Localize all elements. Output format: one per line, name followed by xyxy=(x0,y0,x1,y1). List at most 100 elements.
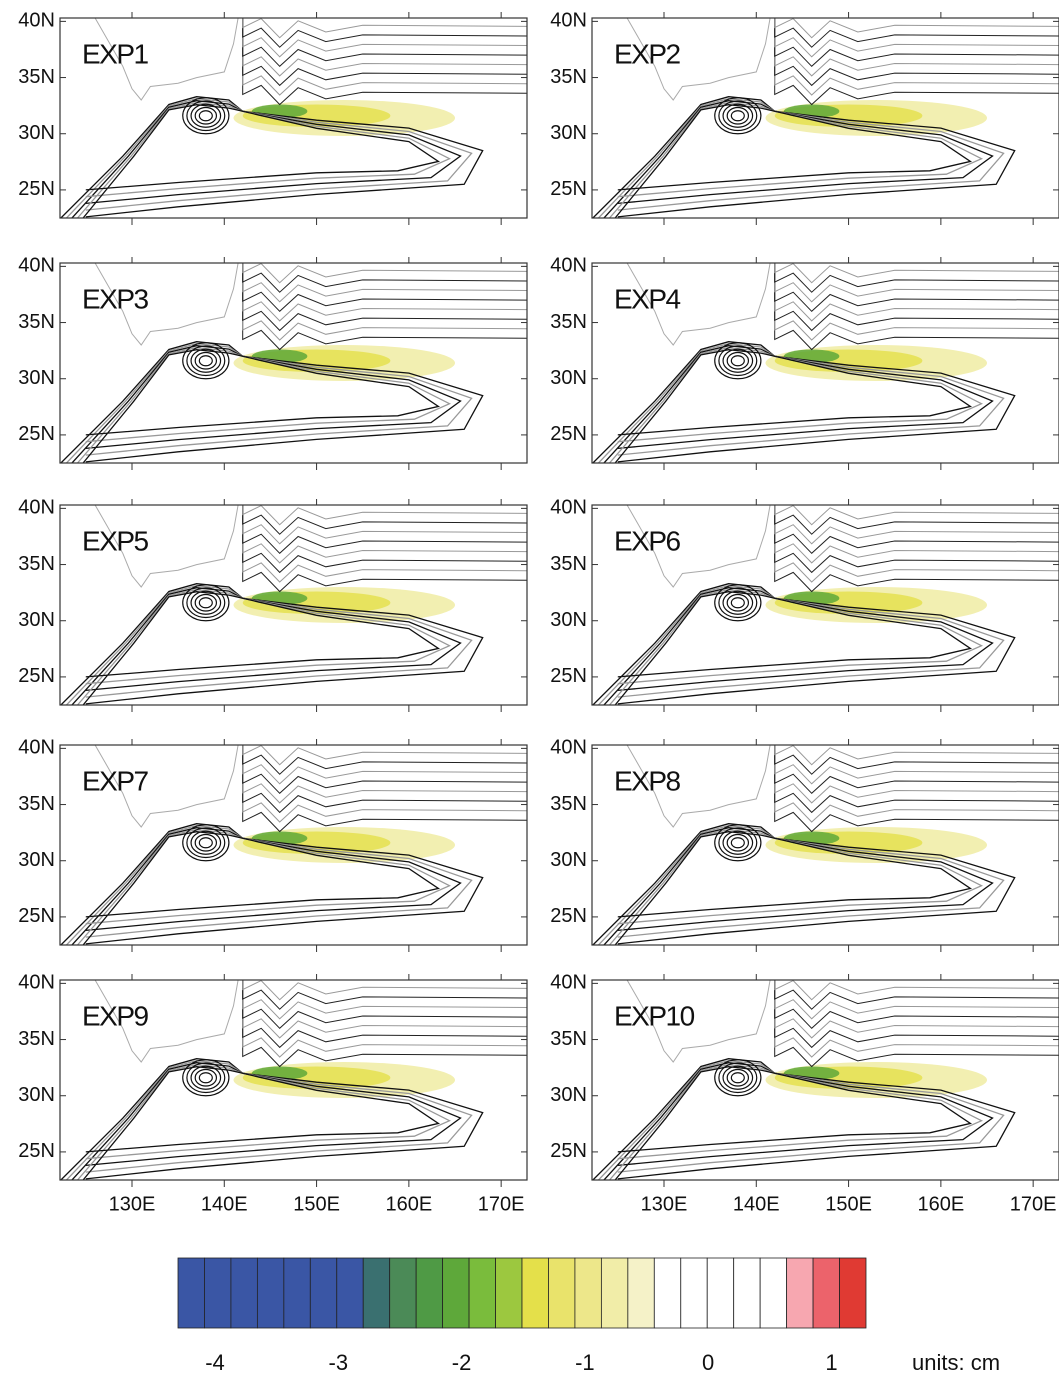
panel-label: EXP4 xyxy=(614,283,681,314)
contour xyxy=(714,824,762,862)
contour xyxy=(598,343,1005,463)
lat-tick-label: 25N xyxy=(550,1140,587,1162)
contour xyxy=(242,745,527,775)
contour xyxy=(71,1062,462,1180)
contour xyxy=(614,831,973,945)
contour xyxy=(603,587,994,705)
contour xyxy=(774,18,1059,58)
contour xyxy=(718,345,758,377)
contour xyxy=(774,505,1059,574)
colorbar-swatch xyxy=(442,1257,470,1329)
contour xyxy=(774,505,1059,535)
contour xyxy=(194,833,218,852)
colorbar-swatch xyxy=(256,1257,285,1329)
colorbar-swatch xyxy=(309,1257,338,1329)
lon-tick-label: 170E xyxy=(1010,1193,1057,1215)
contour xyxy=(194,1068,218,1087)
map-panel xyxy=(592,745,1059,945)
lon-tick-label: 130E xyxy=(109,1193,156,1215)
contour xyxy=(774,505,1059,593)
colorbar-swatch xyxy=(733,1257,761,1329)
panel-label: EXP3 xyxy=(82,283,149,314)
contour xyxy=(774,980,1059,1049)
lat-tick-label: 35N xyxy=(18,553,55,575)
contour xyxy=(774,980,1059,1039)
panel-label: EXP7 xyxy=(82,765,149,796)
contour xyxy=(242,980,527,1058)
colorbar-swatch xyxy=(336,1257,364,1329)
lat-tick-label: 30N xyxy=(550,367,587,389)
colorbar-tick-label: -3 xyxy=(329,1350,349,1375)
lat-tick-label: 30N xyxy=(18,122,55,144)
coastline xyxy=(94,505,239,588)
map-panel xyxy=(60,18,527,218)
contour xyxy=(774,745,1059,766)
map-panel xyxy=(592,505,1059,705)
panel-frame xyxy=(59,504,528,706)
contour xyxy=(614,1066,973,1180)
contour xyxy=(774,18,1059,67)
contour xyxy=(66,343,473,463)
lat-tick-label: 30N xyxy=(550,609,587,631)
contour xyxy=(194,593,218,612)
contour xyxy=(242,745,527,794)
contour xyxy=(718,587,758,619)
contour xyxy=(66,1060,473,1180)
contour xyxy=(774,263,1059,341)
panel-frame xyxy=(591,17,1059,219)
contour xyxy=(77,1064,452,1180)
contour xyxy=(774,980,1059,1068)
contour xyxy=(722,590,754,615)
contour xyxy=(242,980,527,1068)
contour xyxy=(598,825,1005,945)
contour xyxy=(714,1059,762,1097)
coastline xyxy=(626,980,771,1063)
contour xyxy=(242,505,527,535)
lat-tick-label: 40N xyxy=(18,255,55,277)
contour xyxy=(71,345,462,463)
contour xyxy=(242,263,527,284)
coastline xyxy=(94,263,239,346)
colorbar-swatch xyxy=(177,1257,205,1329)
lat-tick-label: 25N xyxy=(550,423,587,445)
map-panel xyxy=(60,980,527,1180)
contour xyxy=(186,587,226,619)
lat-tick-label: 30N xyxy=(550,122,587,144)
contour xyxy=(77,347,452,463)
colorbar-swatch xyxy=(812,1257,840,1329)
lat-tick-label: 40N xyxy=(550,497,587,519)
contour xyxy=(730,837,745,849)
colorbar-swatch xyxy=(680,1257,708,1329)
contour xyxy=(242,980,527,1010)
contour xyxy=(774,745,1059,814)
contour xyxy=(242,263,527,322)
contour xyxy=(726,1068,750,1087)
panel-label: EXP2 xyxy=(614,38,681,69)
lat-tick-label: 25N xyxy=(18,905,55,927)
lat-tick-label: 25N xyxy=(18,1140,55,1162)
contour xyxy=(242,263,527,351)
contour xyxy=(722,830,754,855)
contour xyxy=(722,348,754,373)
panel-frame xyxy=(591,744,1059,946)
lat-tick-label: 40N xyxy=(18,737,55,759)
contour xyxy=(774,18,1059,96)
lon-tick-label: 170E xyxy=(478,1193,525,1215)
lat-tick-label: 40N xyxy=(18,497,55,519)
contour xyxy=(774,505,1059,583)
contour xyxy=(774,980,1059,1029)
contour xyxy=(60,341,484,463)
contour xyxy=(242,505,527,526)
lon-tick-label: 130E xyxy=(641,1193,688,1215)
lat-tick-label: 25N xyxy=(18,423,55,445)
contour xyxy=(774,505,1059,564)
contour xyxy=(60,583,484,705)
panel-frame xyxy=(59,979,528,1181)
panel-label: EXP6 xyxy=(614,525,681,556)
contour xyxy=(242,505,527,545)
contour xyxy=(242,745,527,833)
contour xyxy=(718,827,758,859)
contour xyxy=(242,18,527,96)
map-panel xyxy=(592,263,1059,463)
lon-tick-label: 140E xyxy=(733,1193,780,1215)
